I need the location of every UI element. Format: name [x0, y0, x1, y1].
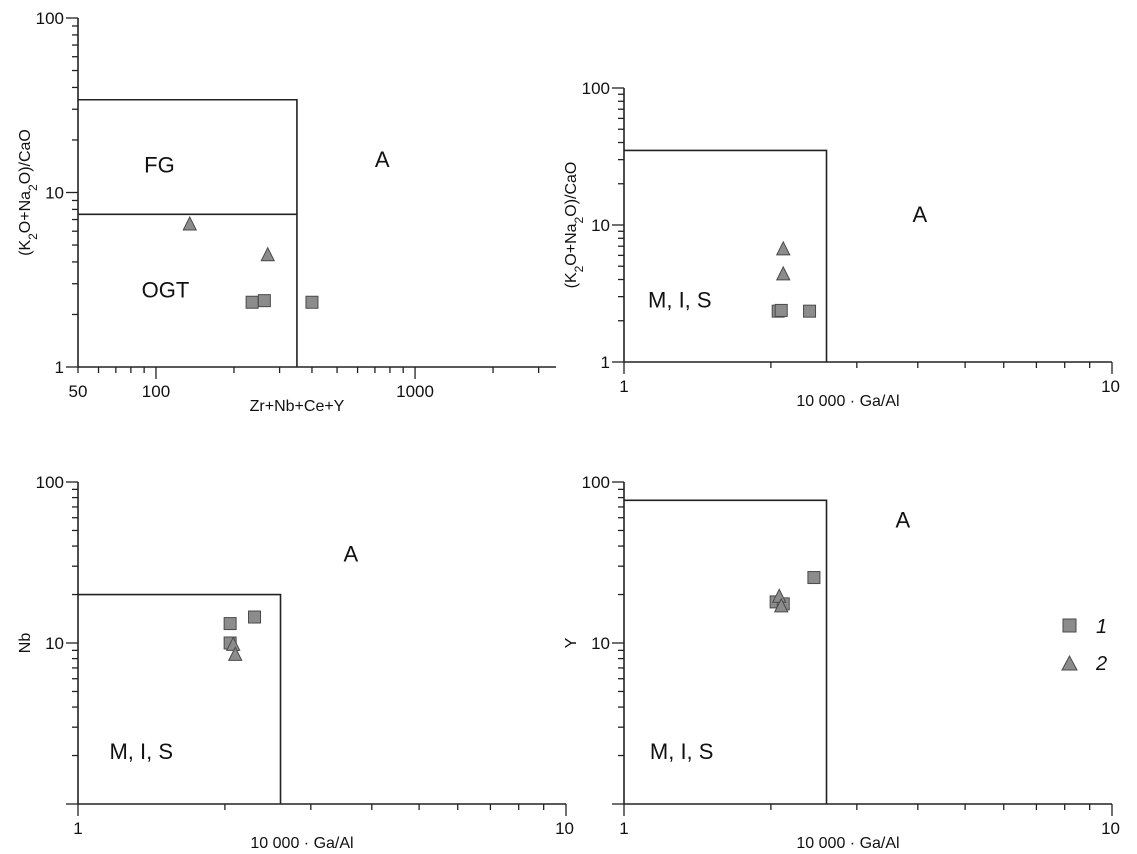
x-axis-title: 10 000 · Ga/Al	[796, 835, 899, 852]
y-tick-label: 1	[55, 358, 64, 377]
field-label-mis: M, I, S	[650, 739, 714, 764]
field-label-ogt: OGT	[142, 278, 190, 303]
field-label-a: A	[895, 508, 910, 533]
y-tick-label: 100	[582, 473, 610, 492]
legend: 1 2	[1061, 616, 1107, 675]
data-point-triangle	[182, 215, 198, 231]
chart-panel-3: 10 100 1 10 10 000 · Ga/Al Nb M, I, S A	[17, 473, 574, 852]
y-tick-label: 10	[591, 216, 610, 235]
y-axis-title: Nb	[17, 633, 34, 654]
x-tick-label: 100	[142, 382, 170, 401]
data-point-square	[803, 304, 817, 318]
y-tick-label: 10	[591, 634, 610, 653]
legend-square-marker	[1062, 618, 1077, 633]
data-point-square	[774, 303, 788, 317]
y-axis-title: (K2O+Na2O)/CaO	[563, 162, 586, 289]
field-label-a: A	[375, 147, 390, 172]
field-label-mis: M, I, S	[648, 287, 712, 312]
y-tick-label: 1	[601, 353, 610, 372]
x-tick-label: 10	[555, 819, 574, 838]
field-boundary	[624, 499, 828, 804]
x-axis-title: 10 000 · Ga/Al	[796, 393, 899, 410]
data-point-square	[305, 295, 319, 309]
x-tick-label: 50	[69, 382, 88, 401]
y-tick-label: 100	[36, 473, 64, 492]
field-boundary	[624, 149, 828, 362]
y-axis-title: (K2O+Na2O)/CaO	[17, 129, 40, 256]
y-tick-label: 10	[45, 184, 64, 203]
data-point-square	[245, 295, 259, 309]
data-point-square	[223, 617, 237, 631]
data-point-triangle	[773, 597, 789, 613]
x-tick-label: 10	[1101, 377, 1120, 396]
y-axis-title: Y	[563, 637, 580, 648]
data-point-triangle	[775, 240, 791, 256]
x-axis-title: 10 000 · Ga/Al	[250, 835, 353, 852]
legend-label-1: 1	[1096, 616, 1107, 638]
chart-panel-1: 1 10 100 50 100 1000 Zr+Nb+Ce+Y (K2O+Na2O)/CaO F…	[17, 9, 556, 415]
legend-triangle-marker	[1061, 654, 1078, 671]
data-point-square	[248, 610, 262, 624]
field-label-a: A	[912, 202, 927, 227]
x-tick-label: 1	[73, 819, 82, 838]
chart-panel-4: 10 100 1 10 10 000 · Ga/Al Y M, I, S A	[563, 473, 1120, 852]
field-label-mis: M, I, S	[109, 739, 173, 764]
x-axis-title: Zr+Nb+Ce+Y	[250, 398, 345, 415]
data-point-triangle	[227, 646, 243, 661]
x-tick-label: 10	[1101, 819, 1120, 838]
x-tick-label: 1000	[396, 382, 434, 401]
data-point-triangle	[260, 246, 276, 262]
y-tick-label: 10	[45, 634, 64, 653]
y-tick-label: 100	[582, 79, 610, 98]
field-boundary	[78, 593, 282, 804]
chart-panel-2: 1 10 100 1 10 10 000 · Ga/Al (K2O+Na2O)/CaO M, …	[563, 79, 1120, 410]
data-point-square	[257, 294, 271, 308]
data-point-square	[807, 571, 821, 585]
x-tick-label: 1	[619, 377, 628, 396]
data-point-triangle	[775, 265, 791, 281]
x-tick-label: 1	[619, 819, 628, 838]
field-boundary	[78, 98, 298, 367]
y-tick-label: 100	[36, 9, 64, 28]
legend-label-2: 2	[1095, 653, 1107, 675]
field-label-a: A	[344, 542, 359, 567]
field-label-fg: FG	[144, 153, 175, 178]
